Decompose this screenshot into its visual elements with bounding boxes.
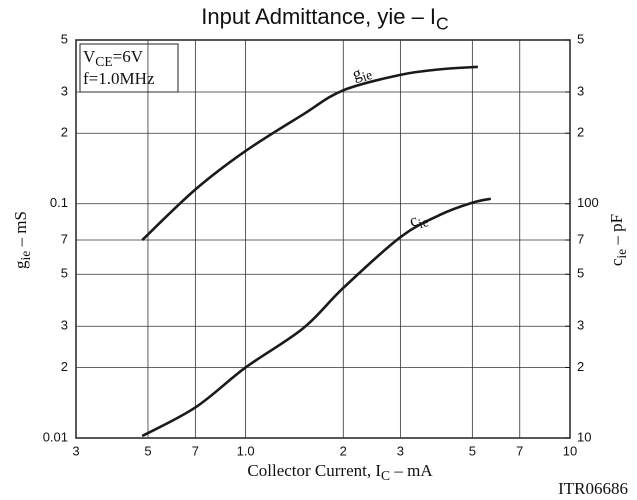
series-label-part: ie <box>360 67 374 84</box>
chart-title: Input Admittance, yie – IC <box>201 4 449 33</box>
annotation-part: =6V <box>113 47 144 66</box>
curve <box>141 65 478 241</box>
y2-tick-label: 5 <box>577 266 584 281</box>
curve <box>141 197 492 438</box>
x-axis-title-part: C <box>381 468 390 483</box>
y2-tick-label: 10 <box>577 429 591 444</box>
x-axis-title-part: Collector Current, I <box>247 461 381 480</box>
x-axis-title: Collector Current, IC – mA <box>247 461 433 483</box>
y-tick-label: 0.1 <box>50 195 68 210</box>
plot-frame <box>75 39 571 439</box>
y-tick-label: 3 <box>61 318 68 333</box>
y-tick-label: 5 <box>61 266 68 281</box>
y-tick-label: 2 <box>61 125 68 140</box>
y2-axis-title-part: ie <box>614 249 629 259</box>
y-axis-title-part: ie <box>18 251 33 261</box>
y-axis-title-part: – mS <box>11 211 30 251</box>
x-tick-label: 1.0 <box>237 443 255 458</box>
y2-axis-title-part: – pF <box>607 214 626 249</box>
x-tick-label: 5 <box>144 443 151 458</box>
y-axis-title-part: g <box>11 260 30 269</box>
y2-tick-label: 2 <box>577 125 584 140</box>
y2-axis-title-part: c <box>607 258 626 266</box>
x-tick-label: 3 <box>72 443 79 458</box>
x-tick-label: 2 <box>340 443 347 458</box>
y-tick-label: 2 <box>61 359 68 374</box>
x-axis-title-part: – mA <box>390 461 433 480</box>
y2-tick-label: 2 <box>577 359 584 374</box>
x-tick-label: 7 <box>516 443 523 458</box>
y2-tick-label: 3 <box>577 318 584 333</box>
chart-title-part: C <box>436 13 449 33</box>
annotation-part: CE <box>95 54 112 69</box>
annotation-box <box>79 43 179 93</box>
y-tick-label: 5 <box>61 31 68 46</box>
y-tick-label: 7 <box>61 231 68 246</box>
y2-tick-label: 3 <box>577 83 584 98</box>
y-tick-label: 3 <box>61 83 68 98</box>
x-tick-label: 7 <box>192 443 199 458</box>
chart-title-part: Input Admittance, yie – I <box>201 4 436 29</box>
y-axis-title: gie – mS <box>11 211 33 269</box>
figure-code: ITR06686 <box>558 479 628 498</box>
x-tick-label: 5 <box>469 443 476 458</box>
annotation: f=1.0MHz <box>83 69 155 88</box>
annotation: VCE=6V <box>83 47 144 69</box>
y2-tick-label: 7 <box>577 231 584 246</box>
x-tick-label: 10 <box>563 443 577 458</box>
x-tick-label: 3 <box>397 443 404 458</box>
annotation-part: V <box>83 47 96 66</box>
y2-axis-title: cie – pF <box>607 214 629 266</box>
series-label-part: ie <box>416 214 430 231</box>
y-tick-label: 0.01 <box>43 429 68 444</box>
y2-tick-label: 100 <box>577 195 599 210</box>
y2-tick-label: 5 <box>577 31 584 46</box>
annotation-part: f=1.0MHz <box>83 69 155 88</box>
